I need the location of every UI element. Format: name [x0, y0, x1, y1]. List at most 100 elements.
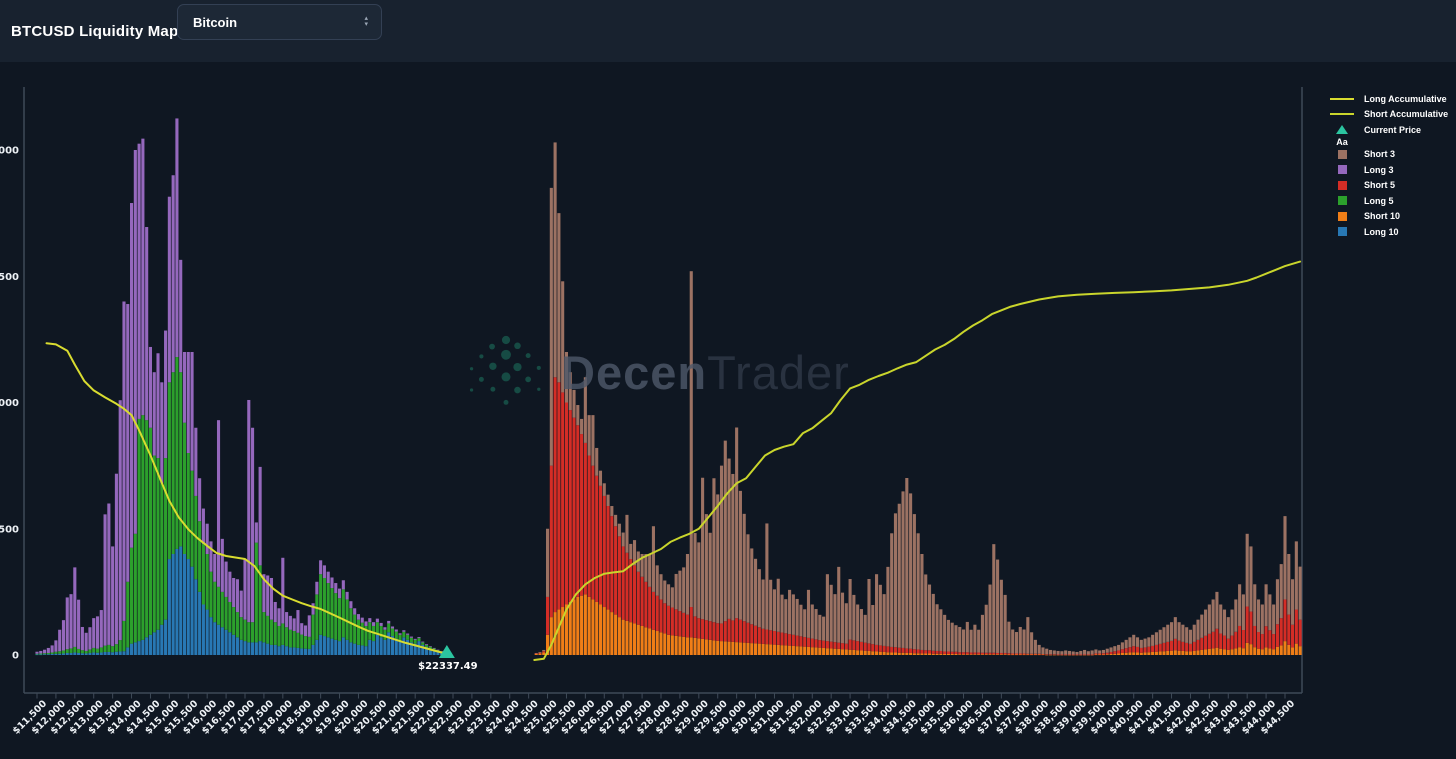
- liquidity-bar[interactable]: [961, 629, 966, 655]
- liquidity-bar[interactable]: [296, 610, 300, 655]
- liquidity-bar[interactable]: [580, 418, 584, 655]
- liquidity-bar[interactable]: [1048, 649, 1053, 656]
- liquidity-bar[interactable]: [1033, 639, 1037, 656]
- liquidity-bar[interactable]: [152, 372, 156, 655]
- liquidity-bar[interactable]: [685, 554, 690, 655]
- liquidity-bar[interactable]: [829, 584, 833, 655]
- liquidity-bar[interactable]: [1287, 554, 1291, 655]
- liquidity-bar[interactable]: [1014, 632, 1019, 656]
- liquidity-bar[interactable]: [111, 546, 115, 655]
- liquidity-bar[interactable]: [848, 578, 852, 655]
- liquidity-bar[interactable]: [281, 557, 285, 655]
- liquidity-bar[interactable]: [640, 554, 644, 655]
- liquidity-bar[interactable]: [61, 620, 66, 655]
- liquidity-bar[interactable]: [1120, 642, 1124, 655]
- liquidity-bar[interactable]: [542, 649, 546, 655]
- legend-item-long-accumulative[interactable]: Long Accumulative: [1329, 91, 1456, 107]
- liquidity-bar[interactable]: [254, 522, 258, 655]
- liquidity-bar[interactable]: [682, 567, 686, 655]
- liquidity-bar[interactable]: [1272, 604, 1276, 656]
- liquidity-bar[interactable]: [1090, 650, 1094, 656]
- current-price-marker[interactable]: $22337.49: [418, 645, 478, 672]
- liquidity-bar[interactable]: [602, 483, 606, 655]
- liquidity-bar[interactable]: [35, 651, 39, 656]
- liquidity-bar[interactable]: [326, 571, 330, 655]
- liquidity-bar[interactable]: [387, 620, 391, 655]
- liquidity-bar[interactable]: [194, 427, 198, 655]
- legend-item-long-10[interactable]: Long 10: [1329, 224, 1456, 240]
- liquidity-bar[interactable]: [992, 544, 996, 655]
- liquidity-bar[interactable]: [1291, 579, 1295, 655]
- liquidity-bar[interactable]: [818, 614, 822, 655]
- liquidity-bar[interactable]: [1260, 604, 1264, 656]
- liquidity-bar[interactable]: [1200, 614, 1204, 655]
- liquidity-bar[interactable]: [1283, 516, 1287, 655]
- liquidity-bar[interactable]: [95, 616, 100, 655]
- liquidity-bar[interactable]: [421, 641, 425, 655]
- liquidity-bar[interactable]: [1011, 629, 1015, 656]
- liquidity-bar[interactable]: [538, 651, 542, 655]
- liquidity-bar[interactable]: [141, 138, 145, 655]
- liquidity-bar[interactable]: [322, 565, 326, 655]
- liquidity-bar[interactable]: [878, 584, 882, 655]
- liquidity-bar[interactable]: [1166, 624, 1170, 655]
- liquidity-bar[interactable]: [731, 473, 735, 655]
- liquidity-bar[interactable]: [1294, 541, 1298, 655]
- liquidity-bar[interactable]: [980, 614, 985, 655]
- liquidity-bar[interactable]: [1253, 584, 1257, 655]
- liquidity-bar[interactable]: [1101, 649, 1106, 656]
- liquidity-bar[interactable]: [598, 470, 603, 655]
- liquidity-bar[interactable]: [1079, 650, 1083, 656]
- liquidity-bar[interactable]: [88, 627, 92, 655]
- liquidity-bar[interactable]: [349, 601, 353, 655]
- liquidity-bar[interactable]: [1188, 629, 1193, 655]
- liquidity-bar[interactable]: [398, 633, 402, 655]
- liquidity-bar[interactable]: [1124, 639, 1128, 655]
- liquidity-bar[interactable]: [788, 589, 792, 655]
- legend-item-long-3[interactable]: Long 3: [1329, 162, 1456, 178]
- liquidity-bar[interactable]: [803, 609, 807, 655]
- liquidity-bar[interactable]: [996, 559, 1000, 655]
- liquidity-bar[interactable]: [924, 574, 928, 655]
- liquidity-bar[interactable]: [39, 650, 43, 656]
- liquidity-bar[interactable]: [360, 617, 364, 655]
- liquidity-bar[interactable]: [1211, 599, 1215, 655]
- liquidity-bar[interactable]: [118, 400, 122, 655]
- liquidity-bar[interactable]: [103, 514, 107, 655]
- liquidity-bar[interactable]: [77, 599, 81, 655]
- liquidity-bar[interactable]: [916, 533, 920, 655]
- liquidity-bar[interactable]: [58, 629, 62, 655]
- liquidity-bar[interactable]: [315, 581, 319, 655]
- liquidity-bar[interactable]: [413, 638, 417, 655]
- liquidity-bar[interactable]: [1041, 647, 1045, 656]
- liquidity-bar[interactable]: [1098, 650, 1102, 656]
- liquidity-bar[interactable]: [901, 491, 905, 655]
- liquidity-bar[interactable]: [1128, 637, 1132, 655]
- liquidity-bar[interactable]: [1030, 632, 1034, 656]
- liquidity-bar[interactable]: [1037, 644, 1041, 656]
- liquidity-bar[interactable]: [776, 578, 780, 655]
- liquidity-bar[interactable]: [780, 594, 784, 655]
- liquidity-bar[interactable]: [288, 615, 292, 655]
- liquidity-bar[interactable]: [406, 633, 410, 655]
- liquidity-bar[interactable]: [292, 618, 296, 655]
- liquidity-bar[interactable]: [927, 584, 932, 655]
- liquidity-bar[interactable]: [753, 558, 758, 655]
- liquidity-bar[interactable]: [629, 543, 633, 655]
- liquidity-bar[interactable]: [1279, 564, 1283, 655]
- liquidity-bar[interactable]: [216, 420, 221, 655]
- liquidity-bar[interactable]: [1215, 591, 1219, 655]
- liquidity-bar[interactable]: [667, 584, 671, 655]
- liquidity-bar[interactable]: [175, 118, 179, 655]
- liquidity-bar[interactable]: [806, 589, 811, 655]
- liquidity-bar[interactable]: [674, 573, 678, 655]
- liquidity-bar[interactable]: [43, 649, 47, 655]
- liquidity-bar[interactable]: [167, 196, 171, 655]
- liquidity-bar[interactable]: [300, 623, 304, 655]
- liquidity-bar[interactable]: [417, 637, 421, 655]
- liquidity-bar[interactable]: [610, 506, 614, 655]
- liquidity-bar[interactable]: [1075, 651, 1079, 656]
- liquidity-bar[interactable]: [73, 567, 77, 655]
- liquidity-bar[interactable]: [897, 503, 901, 655]
- liquidity-bar[interactable]: [69, 594, 73, 655]
